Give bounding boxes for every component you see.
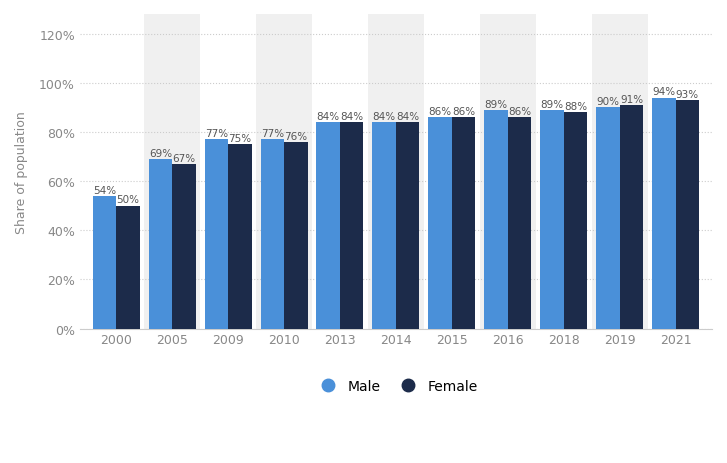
Text: 54%: 54% [93,185,116,195]
Bar [428,118,452,329]
Text: 94%: 94% [652,87,675,97]
Bar [93,196,116,329]
Bar [316,123,340,329]
Bar [507,118,531,329]
Text: 77%: 77% [261,129,284,139]
Text: 90%: 90% [596,97,619,107]
Bar [144,15,200,329]
Bar [256,15,312,329]
Text: 93%: 93% [676,89,699,100]
Y-axis label: Share of population: Share of population [15,111,28,233]
Bar [116,206,140,329]
Text: 89%: 89% [484,100,507,109]
Bar [452,118,475,329]
Text: 84%: 84% [317,112,340,122]
Text: 75%: 75% [228,134,252,144]
Bar [172,164,196,329]
Bar [563,113,587,329]
Text: 91%: 91% [620,94,643,105]
Text: 86%: 86% [508,107,531,117]
Bar [396,123,419,329]
Bar [652,98,675,329]
Bar [484,111,507,329]
Bar [619,106,643,329]
Bar [368,15,424,329]
Text: 86%: 86% [452,107,475,117]
Bar [228,145,252,329]
Text: 50%: 50% [116,195,140,205]
Text: 86%: 86% [428,107,451,117]
Text: 84%: 84% [340,112,364,122]
Bar [204,140,228,329]
Text: 67%: 67% [172,153,196,163]
Bar [675,101,699,329]
Text: 88%: 88% [564,102,587,112]
Bar [480,15,536,329]
Bar [540,111,563,329]
Text: 84%: 84% [396,112,419,122]
Legend: Male, Female: Male, Female [307,373,485,400]
Bar [340,123,364,329]
Bar [592,15,648,329]
Text: 76%: 76% [284,131,308,141]
Text: 89%: 89% [540,100,563,109]
Text: 77%: 77% [205,129,228,139]
Bar [596,108,619,329]
Bar [372,123,396,329]
Bar [148,160,172,329]
Bar [284,143,308,329]
Text: 69%: 69% [149,149,172,158]
Text: 84%: 84% [373,112,395,122]
Bar [260,140,284,329]
